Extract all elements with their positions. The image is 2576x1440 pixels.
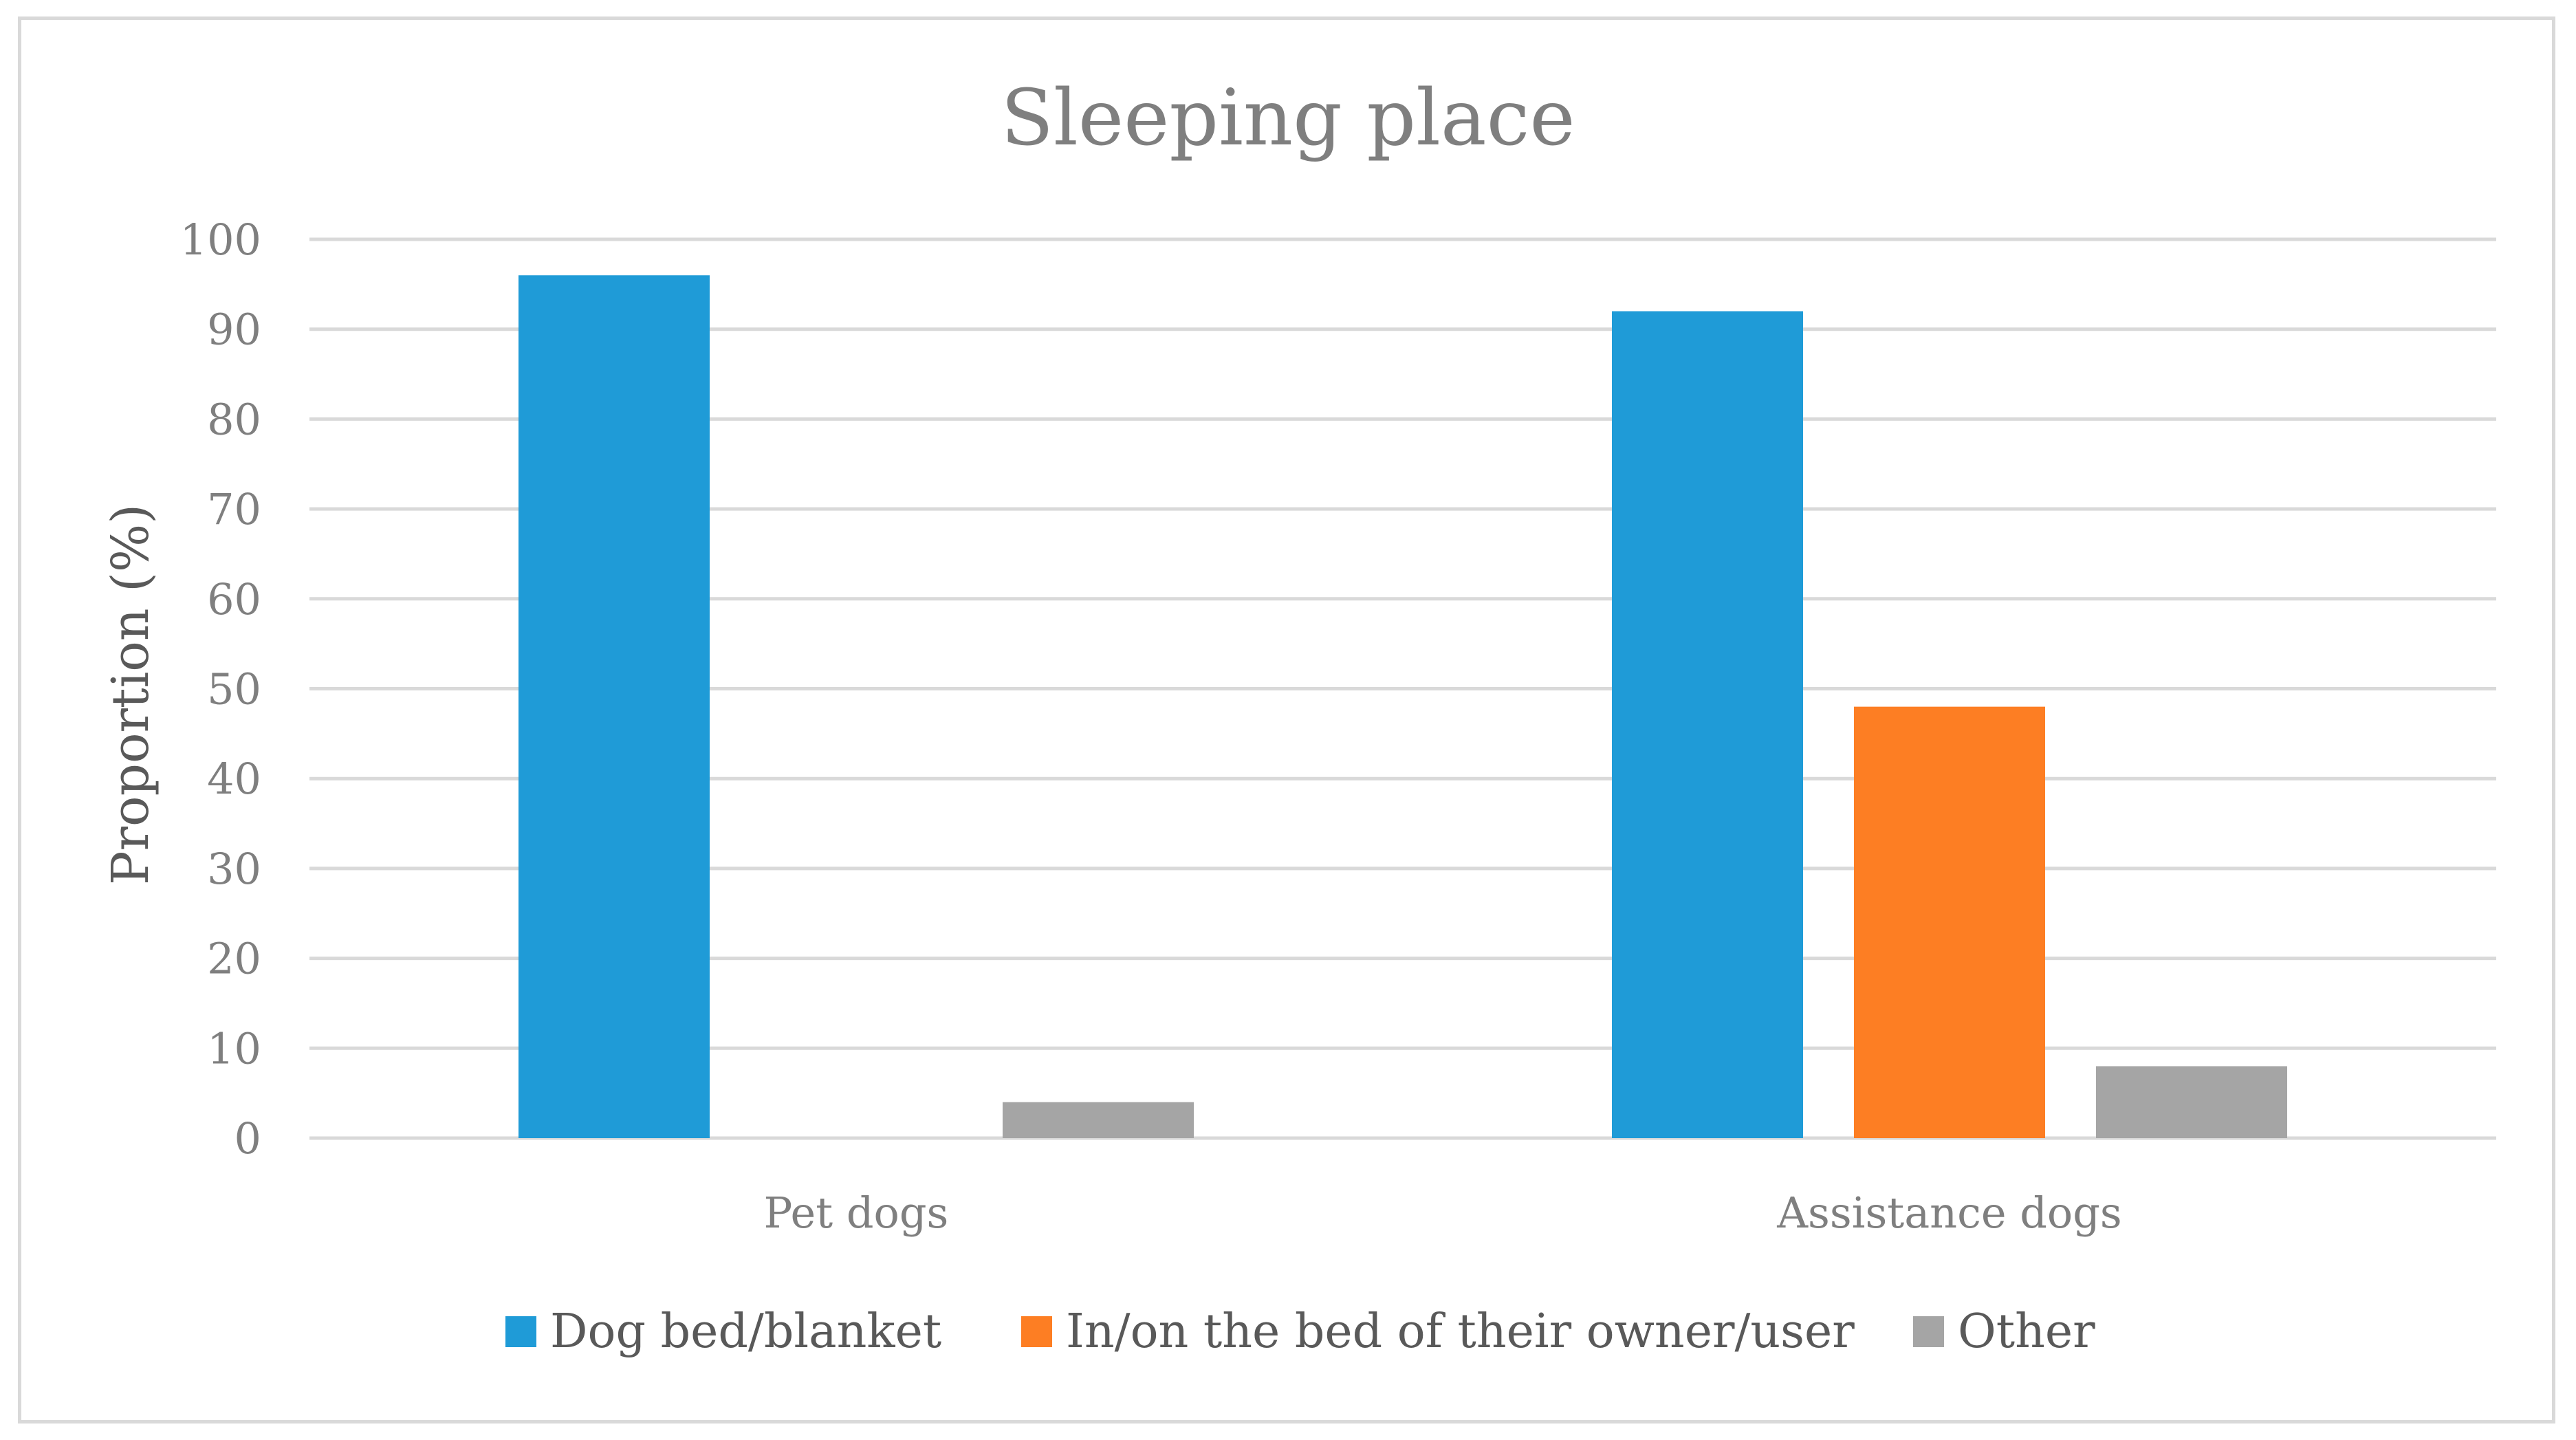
y-tick-label: 90 — [207, 305, 261, 355]
bars — [519, 275, 2287, 1138]
legend: Dog bed/blanket In/on the bed of their ow… — [505, 1305, 2095, 1359]
y-tick-label: 100 — [180, 215, 261, 265]
legend-swatch — [505, 1316, 536, 1347]
x-category-label: Pet dogs — [764, 1188, 949, 1238]
y-tick-label: 60 — [207, 574, 261, 624]
y-tick-label: 80 — [207, 394, 261, 444]
bar — [1003, 1102, 1194, 1138]
y-tick-label: 10 — [207, 1023, 261, 1073]
y-tick-label: 30 — [207, 844, 261, 894]
legend-swatch — [1913, 1316, 1944, 1347]
chart-title: Sleeping place — [1001, 74, 1575, 163]
y-tick-label: 0 — [234, 1113, 261, 1164]
x-category-label: Assistance dogs — [1776, 1188, 2122, 1238]
bar — [519, 275, 710, 1138]
chart-frame — [18, 17, 2555, 1423]
bar — [1612, 311, 1803, 1138]
legend-label: Other — [1958, 1305, 2095, 1359]
y-tick-label: 40 — [207, 754, 261, 804]
bar — [1854, 706, 2045, 1138]
legend-label: Dog bed/blanket — [550, 1305, 941, 1359]
y-axis-tick-labels: 0 10 20 30 40 50 60 70 80 90 100 — [180, 215, 261, 1164]
bar — [2096, 1066, 2287, 1138]
legend-swatch — [1021, 1316, 1052, 1347]
y-tick-label: 70 — [207, 484, 261, 534]
y-tick-label: 20 — [207, 934, 261, 984]
legend-label: In/on the bed of their owner/user — [1066, 1305, 1855, 1359]
y-axis-title: Proportion (%) — [101, 504, 160, 885]
y-tick-label: 50 — [207, 664, 261, 714]
x-axis-category-labels: Pet dogs Assistance dogs — [764, 1188, 2122, 1238]
